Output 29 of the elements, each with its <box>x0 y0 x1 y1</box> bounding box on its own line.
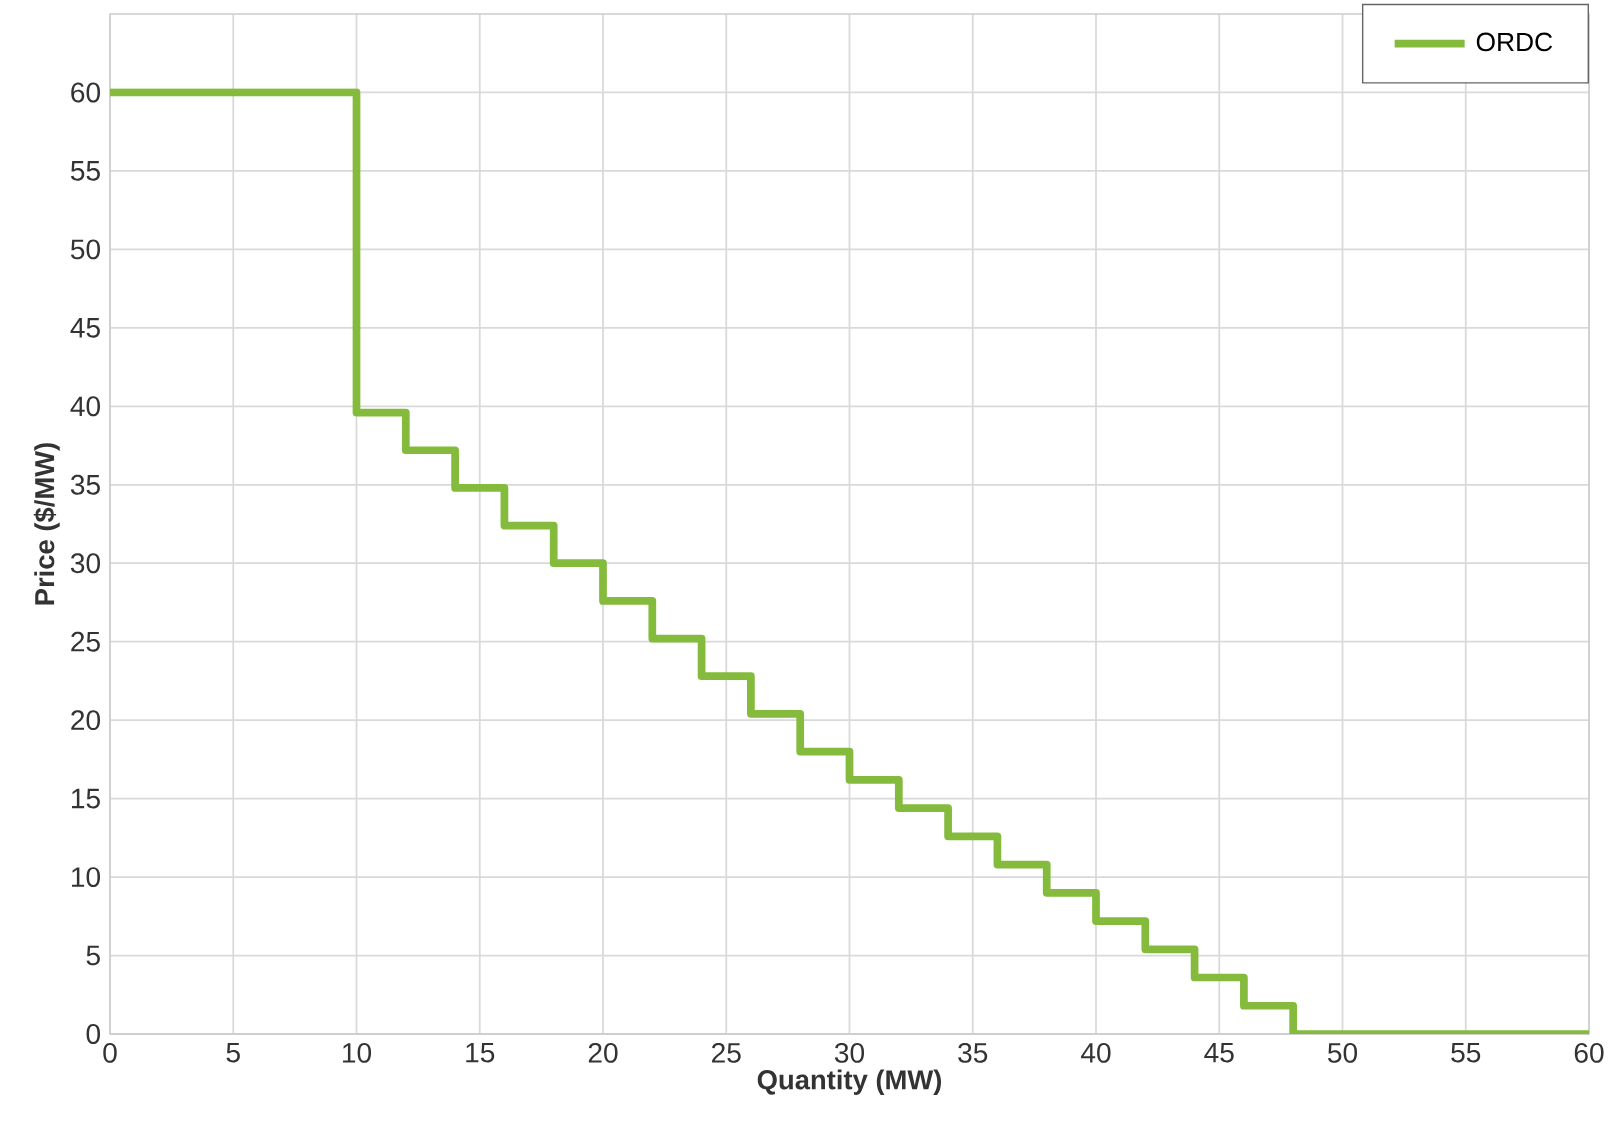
x-tick-label: 40 <box>1081 1042 1111 1063</box>
x-tick-label: 60 <box>1574 1042 1604 1063</box>
y-tick-label: 40 <box>70 396 101 417</box>
y-axis-title: Price ($/MW) <box>33 443 60 605</box>
x-tick-label: 55 <box>1451 1042 1481 1063</box>
x-tick-label: 50 <box>1327 1042 1358 1063</box>
y-tick-label: 55 <box>70 161 100 181</box>
x-tick-label: 15 <box>466 1042 495 1063</box>
x-tick-label: 25 <box>712 1042 741 1063</box>
x-tick-label: 0 <box>103 1042 117 1063</box>
y-tick-label: 50 <box>70 239 101 260</box>
x-tick-label: 5 <box>226 1042 240 1063</box>
y-tick-label: 5 <box>86 945 100 966</box>
x-tick-label: 35 <box>958 1042 988 1063</box>
y-tick-label: 20 <box>71 710 101 731</box>
y-tick-label: 45 <box>70 318 100 338</box>
x-tick-label: 10 <box>343 1042 372 1063</box>
y-tick-label: 30 <box>70 553 101 574</box>
y-tick-label: 25 <box>71 631 100 652</box>
x-tick-label: 45 <box>1204 1042 1234 1063</box>
y-tick-label: 60 <box>71 82 101 103</box>
y-tick-label: 10 <box>71 867 101 888</box>
x-axis-title: Quantity (MW) <box>757 1069 942 1095</box>
y-tick-label: 0 <box>86 1024 101 1044</box>
legend-label: ORDC <box>1476 32 1553 52</box>
x-tick-label: 20 <box>588 1042 618 1063</box>
y-tick-label: 15 <box>71 788 100 809</box>
y-tick-label: 35 <box>70 474 100 495</box>
x-tick-label: 30 <box>834 1042 865 1063</box>
